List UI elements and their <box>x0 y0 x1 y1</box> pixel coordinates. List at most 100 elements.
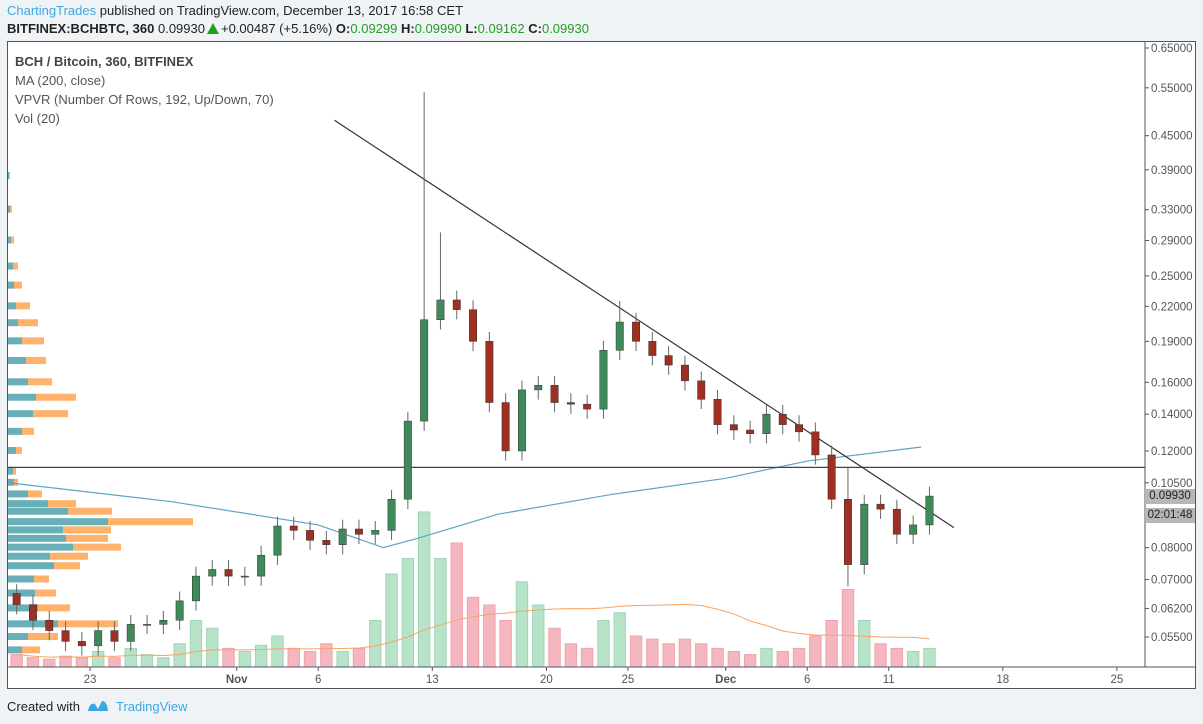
volume-bar <box>711 647 724 667</box>
vpvr-up-bar <box>8 562 54 570</box>
volume-bar <box>678 638 692 667</box>
candle-down <box>110 630 119 642</box>
volume-bar <box>287 647 300 667</box>
candle-down <box>550 385 559 403</box>
candle-up <box>257 554 266 577</box>
candle-down <box>811 431 820 456</box>
last-price: 0.09930 <box>157 21 205 36</box>
volume-bar <box>206 627 219 667</box>
candle-up <box>338 528 347 545</box>
vpvr-up-bar <box>8 518 108 526</box>
tradingview-logo-icon <box>87 701 108 711</box>
vpvr-down-bar <box>34 575 49 583</box>
vpvr-down-bar <box>22 337 44 345</box>
vpvr-down-bar <box>18 319 38 327</box>
volume-bar <box>320 643 333 667</box>
volume-bar <box>580 647 594 667</box>
candle-down <box>778 413 787 425</box>
symbol: BITFINEX:BCHBTC, 360 <box>7 21 155 36</box>
volume-bar <box>352 647 366 667</box>
vpvr-up-bar <box>8 393 36 401</box>
volume-bar <box>646 638 659 667</box>
volume-bar <box>825 620 838 667</box>
vpvr-down-bar <box>14 478 18 486</box>
candle-down <box>45 620 54 631</box>
last-price-label: 0.09930 <box>1145 489 1195 504</box>
tradingview-link[interactable]: TradingView <box>115 698 188 714</box>
vpvr-up-bar <box>8 205 10 213</box>
volume-bar <box>75 657 89 667</box>
candle-down <box>469 309 478 342</box>
vpvr-up-bar <box>8 378 28 386</box>
volume-bar <box>385 573 398 667</box>
time-tick-label: 20 <box>540 674 553 686</box>
price-tick-label: 0.05500 <box>1151 632 1193 644</box>
candle-up <box>534 385 543 391</box>
low-value: 0.09162 <box>477 21 525 36</box>
volume-bar <box>157 657 170 667</box>
candle-up <box>143 624 152 626</box>
legend-symbol: BCH / Bitcoin, 360, BITFINEX <box>15 54 194 69</box>
vpvr-up-bar <box>8 552 50 560</box>
vpvr-up-bar <box>8 490 28 498</box>
candle-up <box>371 530 380 535</box>
vpvr-up-bar <box>8 467 13 475</box>
volume-bar <box>548 627 561 667</box>
volume-bar <box>515 581 529 667</box>
trendline <box>334 119 955 529</box>
candle-down <box>827 454 836 500</box>
volume-bar <box>695 643 708 667</box>
price-tick-label: 0.22000 <box>1151 301 1193 313</box>
vpvr-down-bar <box>48 500 76 508</box>
price-tick-label: 0.12000 <box>1151 446 1193 458</box>
volume-bar <box>140 654 154 667</box>
volume-bar <box>564 643 578 667</box>
time-tick-label: 6 <box>804 674 810 686</box>
vpvr-down-bar <box>108 518 193 526</box>
close-value: 0.09930 <box>541 21 589 36</box>
ma200-line <box>8 446 922 549</box>
chart-legend: BCH / Bitcoin, 360, BITFINEX MA (200, cl… <box>15 52 274 128</box>
vpvr-down-bar <box>22 646 40 654</box>
volume-bar <box>336 651 349 667</box>
vpvr-down-bar <box>28 378 52 386</box>
candle-up <box>762 413 771 434</box>
countdown-label: 02:01:48 <box>1145 508 1195 523</box>
volume-bar <box>108 657 121 667</box>
vpvr-down-bar <box>10 205 12 213</box>
candle-up <box>925 495 934 526</box>
price-change: +0.00487 (+5.16%) <box>220 21 333 36</box>
vpvr-up-bar <box>8 526 63 534</box>
volume-bar <box>858 620 871 667</box>
candle-up <box>599 350 608 410</box>
vpvr-down-bar <box>36 393 76 401</box>
vpvr-up-bar <box>8 507 68 515</box>
author-link[interactable]: ChartingTrades <box>7 3 97 18</box>
candle-up <box>208 569 217 577</box>
candle-down <box>583 403 592 410</box>
candle-down <box>648 341 657 356</box>
vpvr-up-bar <box>8 319 18 327</box>
volume-bar <box>923 647 936 667</box>
open-value: 0.09299 <box>350 21 398 36</box>
vpvr-down-bar <box>13 262 18 270</box>
vpvr-down-bar <box>33 410 68 418</box>
volume-bar <box>792 647 806 667</box>
candle-down <box>632 321 641 342</box>
legend-vol[interactable]: Vol (20) <box>15 111 60 126</box>
legend-ma[interactable]: MA (200, close) <box>15 73 106 88</box>
volume-bar <box>906 651 920 667</box>
candle-up <box>909 524 918 535</box>
volume-bar <box>483 604 496 667</box>
volume-bar <box>890 647 904 667</box>
price-tick-label: 0.55000 <box>1151 83 1193 95</box>
volume-bar <box>10 654 23 667</box>
candle-up <box>191 575 200 602</box>
vpvr-down-bar <box>68 507 112 515</box>
candle-down <box>12 593 21 605</box>
candle-down <box>501 402 510 452</box>
legend-vpvr[interactable]: VPVR (Number Of Rows, 192, Up/Down, 70) <box>15 92 274 107</box>
created-with-text: Created with <box>7 698 80 714</box>
high-label: H: <box>401 21 415 36</box>
